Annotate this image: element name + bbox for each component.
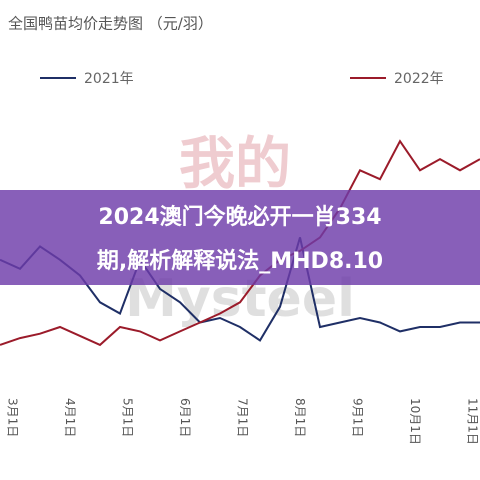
x-tick-label: 9月1日 — [351, 398, 365, 437]
x-tick-label: 6月1日 — [178, 398, 192, 437]
x-tick-label: 3月1日 — [6, 398, 20, 437]
legend-label: 2022年 — [394, 71, 444, 87]
x-tick-label: 5月1日 — [121, 398, 135, 437]
chart-title: 全国鸭苗均价走势图 （元/羽） — [8, 15, 213, 33]
x-tick-label: 8月1日 — [293, 398, 307, 437]
x-tick-label: 10月1日 — [408, 398, 422, 445]
x-tick-label: 11月1日 — [466, 398, 480, 445]
banner-text: 期,解析解释说法_MHD8.10 — [97, 248, 383, 274]
legend-label: 2021年 — [84, 71, 134, 87]
series-line — [0, 139, 480, 347]
banner — [0, 190, 480, 285]
banner-text: 2024澳门今晚必开一肖334 — [98, 204, 381, 230]
x-tick-label: 7月1日 — [236, 398, 250, 437]
x-tick-label: 4月1日 — [63, 398, 77, 437]
watermark: 我的 — [179, 132, 291, 197]
